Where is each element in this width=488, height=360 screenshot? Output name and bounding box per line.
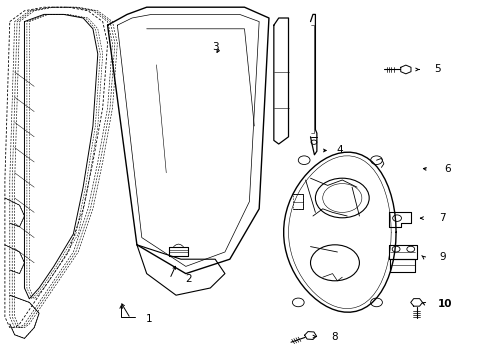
Text: 8: 8 — [331, 332, 338, 342]
Text: 6: 6 — [443, 164, 450, 174]
Text: 5: 5 — [433, 64, 440, 75]
Text: 3: 3 — [211, 42, 218, 52]
Text: 10: 10 — [437, 299, 451, 309]
Text: 4: 4 — [336, 145, 343, 156]
Text: 1: 1 — [145, 314, 152, 324]
Text: 7: 7 — [438, 213, 445, 223]
Text: 2: 2 — [184, 274, 191, 284]
Text: 9: 9 — [438, 252, 445, 262]
